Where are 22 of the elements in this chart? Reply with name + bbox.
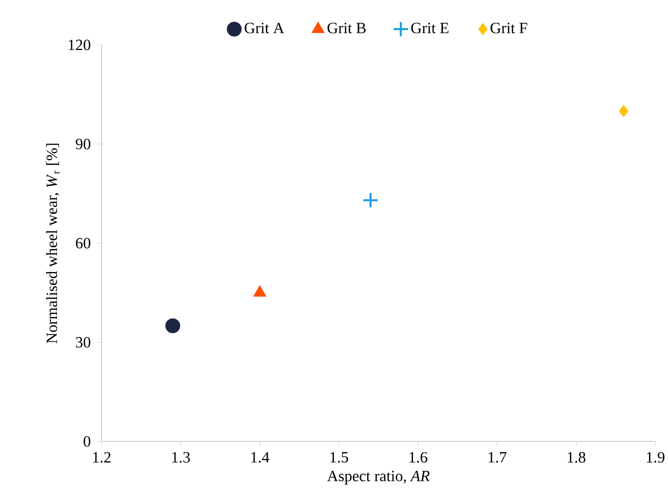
x-tick-label: 1.5: [330, 452, 348, 463]
x-tick-label: 1.7: [488, 452, 506, 463]
point: [362, 192, 379, 208]
y-axis-title: Normalised wheel wear, W$_{r}$ [%]: [46, 144, 60, 344]
x-tick-label: 1.6: [410, 452, 428, 463]
y-tick-label: 30: [76, 337, 90, 348]
x-axis-title: Aspect ratio, AR: [327, 470, 430, 484]
legend-label: Grit E: [411, 22, 448, 34]
x-tick-label: 1.4: [251, 452, 270, 463]
x-tick-label: 1.3: [172, 452, 190, 463]
point: [619, 104, 628, 118]
legend-label: Grit F: [490, 22, 528, 34]
x-tick-label: 1.9: [646, 452, 664, 463]
y-tick-label: 120: [68, 40, 90, 50]
y-tick-label: 90: [76, 138, 90, 150]
x-tick-label: 1.2: [93, 452, 110, 463]
y-tick-label: 60: [76, 238, 90, 248]
point: [165, 318, 180, 334]
legend-label: Grit A: [244, 22, 284, 34]
x-tick-label: 1.8: [568, 452, 586, 463]
legend-label: Grit B: [328, 22, 366, 34]
y-tick-label: 0: [84, 436, 90, 447]
